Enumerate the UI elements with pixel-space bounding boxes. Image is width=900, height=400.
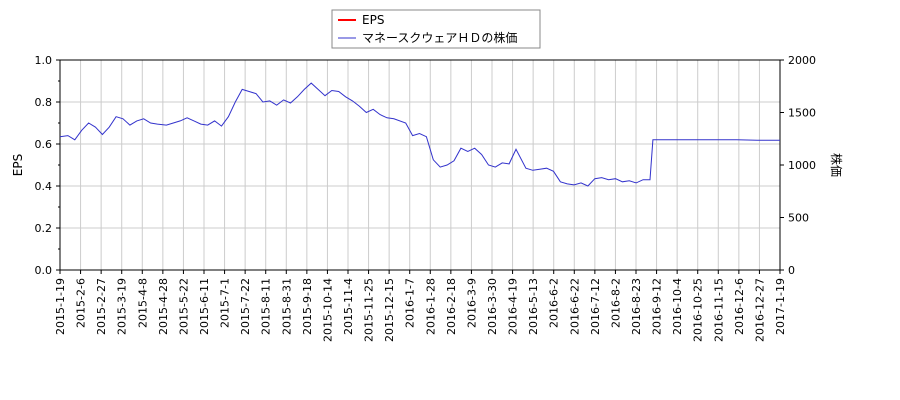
x-tick-label: 2015-3-19: [116, 278, 129, 335]
right-tick-label: 1500: [788, 107, 816, 120]
x-tick-label: 2016-7-12: [589, 278, 602, 335]
legend-box: [331, 9, 541, 49]
x-tick-label: 2015-7-1: [219, 278, 232, 328]
legend-label-price: マネースクウェアＨＤの株価: [362, 30, 517, 45]
right-tick-label: 2000: [788, 54, 816, 67]
x-tick-label: 2015-10-14: [321, 278, 334, 342]
price-series-line: [59, 82, 780, 187]
x-tick-label: 2015-7-22: [239, 278, 252, 335]
x-tick-label: 2015-9-18: [301, 278, 314, 335]
x-tick-label: 2016-8-2: [609, 278, 622, 328]
left-axis-ticks: 0.0 0.2 0.4 0.6 0.8 1.0: [35, 54, 60, 277]
x-tick-label: 2016-3-9: [465, 278, 478, 328]
x-tick-label: 2015-4-8: [136, 278, 149, 328]
right-tick-label: 500: [788, 212, 809, 225]
right-tick-label: 0: [788, 264, 795, 277]
x-tick-label: 2016-6-2: [548, 278, 561, 328]
legend: EPS マネースクウェアＨＤの株価: [331, 9, 541, 49]
x-axis-ticks: 2015-1-19 2015-2-6 2015-2-27 2015-3-19 2015-…: [54, 270, 787, 342]
left-tick-label: 0.8: [35, 96, 53, 109]
x-tick-label: 2016-2-18: [445, 278, 458, 335]
x-tick-label: 2016-1-28: [424, 278, 437, 335]
x-tick-label: 2015-8-31: [280, 278, 293, 335]
x-tick-label: 2015-2-6: [75, 278, 88, 328]
legend-label-eps: EPS: [362, 13, 384, 27]
left-tick-label: 1.0: [35, 54, 53, 67]
x-tick-label: 2016-6-22: [568, 278, 581, 335]
x-tick-label: 2016-12-27: [753, 278, 766, 342]
x-tick-label: 2016-12-6: [733, 278, 746, 335]
x-tick-label: 2015-1-19: [54, 278, 67, 335]
x-tick-label: 2016-1-7: [404, 278, 417, 328]
x-tick-label: 2016-11-15: [712, 278, 725, 342]
x-tick-label: 2015-2-27: [95, 278, 108, 335]
x-tick-label: 2015-5-22: [177, 278, 190, 335]
x-tick-label: 2016-9-12: [651, 278, 664, 335]
left-axis-label: EPS: [11, 154, 25, 176]
x-tick-label: 2015-11-4: [342, 278, 355, 335]
right-axis-label: 株価: [829, 153, 844, 177]
x-tick-label: 2017-1-19: [774, 278, 787, 335]
x-tick-label: 2015-12-15: [383, 278, 396, 342]
grid-lines: [59, 59, 781, 271]
x-tick-label: 2016-10-25: [692, 278, 705, 342]
left-tick-label: 0.4: [35, 180, 53, 193]
left-tick-label: 0.0: [35, 264, 53, 277]
x-tick-label: 2016-3-30: [486, 278, 499, 335]
left-tick-label: 0.6: [35, 138, 53, 151]
x-tick-label: 2015-4-28: [157, 278, 170, 335]
right-axis-ticks: 0 500 1000 1500 2000: [780, 54, 816, 277]
x-tick-label: 2016-5-13: [527, 278, 540, 335]
x-tick-label: 2016-8-23: [630, 278, 643, 335]
x-tick-label: 2015-11-25: [363, 278, 376, 342]
plot-area-frame: [59, 59, 781, 271]
series-layer: [59, 82, 780, 187]
x-tick-label: 2016-10-4: [671, 278, 684, 335]
x-tick-label: 2016-4-19: [507, 278, 520, 335]
x-tick-label: 2015-8-11: [260, 278, 273, 335]
left-tick-label: 0.2: [35, 222, 53, 235]
x-tick-label: 2015-6-11: [198, 278, 211, 335]
right-tick-label: 1000: [788, 159, 816, 172]
